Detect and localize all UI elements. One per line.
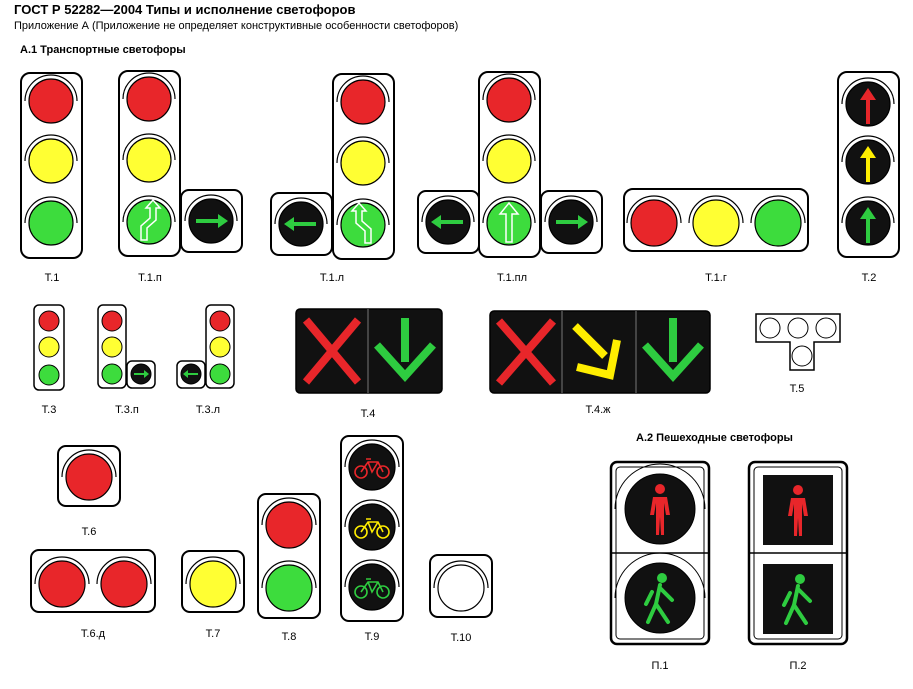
signal-t4 [295,308,443,394]
label-t7: Т.7 [205,628,221,640]
label-t4zh: Т.4.ж [585,404,611,416]
label-t1p: Т.1.п [138,272,162,284]
signal-t9 [340,435,404,622]
label-t1l: Т.1.л [319,272,345,284]
label-p2: П.2 [789,660,807,672]
signal-t1g [623,188,809,252]
label-t6d: Т.6.д [80,628,106,640]
label-t6: Т.6 [81,526,97,538]
signal-t6d [30,549,156,613]
label-t10: Т.10 [450,632,472,644]
label-t4: Т.4 [360,408,376,420]
signal-t1l [270,73,395,260]
page-subtitle: Приложение А (Приложение не определяет к… [14,20,459,32]
section-pedestrian: А.2 Пешеходные светофоры [636,432,793,444]
signal-t1pl [417,71,603,258]
signal-t5 [755,313,841,371]
signal-t6 [57,445,121,507]
signal-t3 [33,304,65,391]
label-t8: Т.8 [281,631,297,643]
page-title: ГОСТ Р 52282—2004 Типы и исполнение свет… [14,2,356,17]
signal-p2 [747,460,849,646]
label-t5: Т.5 [789,383,805,395]
label-t3l: Т.3.л [195,404,221,416]
label-t1pl: Т.1.пл [496,272,528,284]
section-transport: А.1 Транспортные светофоры [20,44,186,56]
signal-t3l [176,304,235,389]
label-t3p: Т.3.п [115,404,139,416]
label-t2: Т.2 [861,272,877,284]
signal-t2 [837,71,900,258]
signal-t7 [181,550,245,613]
signal-t4zh [489,310,711,394]
signal-t8 [257,493,321,619]
signal-t1 [20,72,83,259]
signal-t10 [429,554,493,618]
label-t3: Т.3 [41,404,57,416]
label-t1: Т.1 [44,272,60,284]
label-t1g: Т.1.г [705,272,727,284]
label-p1: П.1 [651,660,669,672]
signal-t3p [97,304,156,389]
signal-p1 [609,460,711,646]
label-t9: Т.9 [364,631,380,643]
signal-t1p [118,70,243,257]
